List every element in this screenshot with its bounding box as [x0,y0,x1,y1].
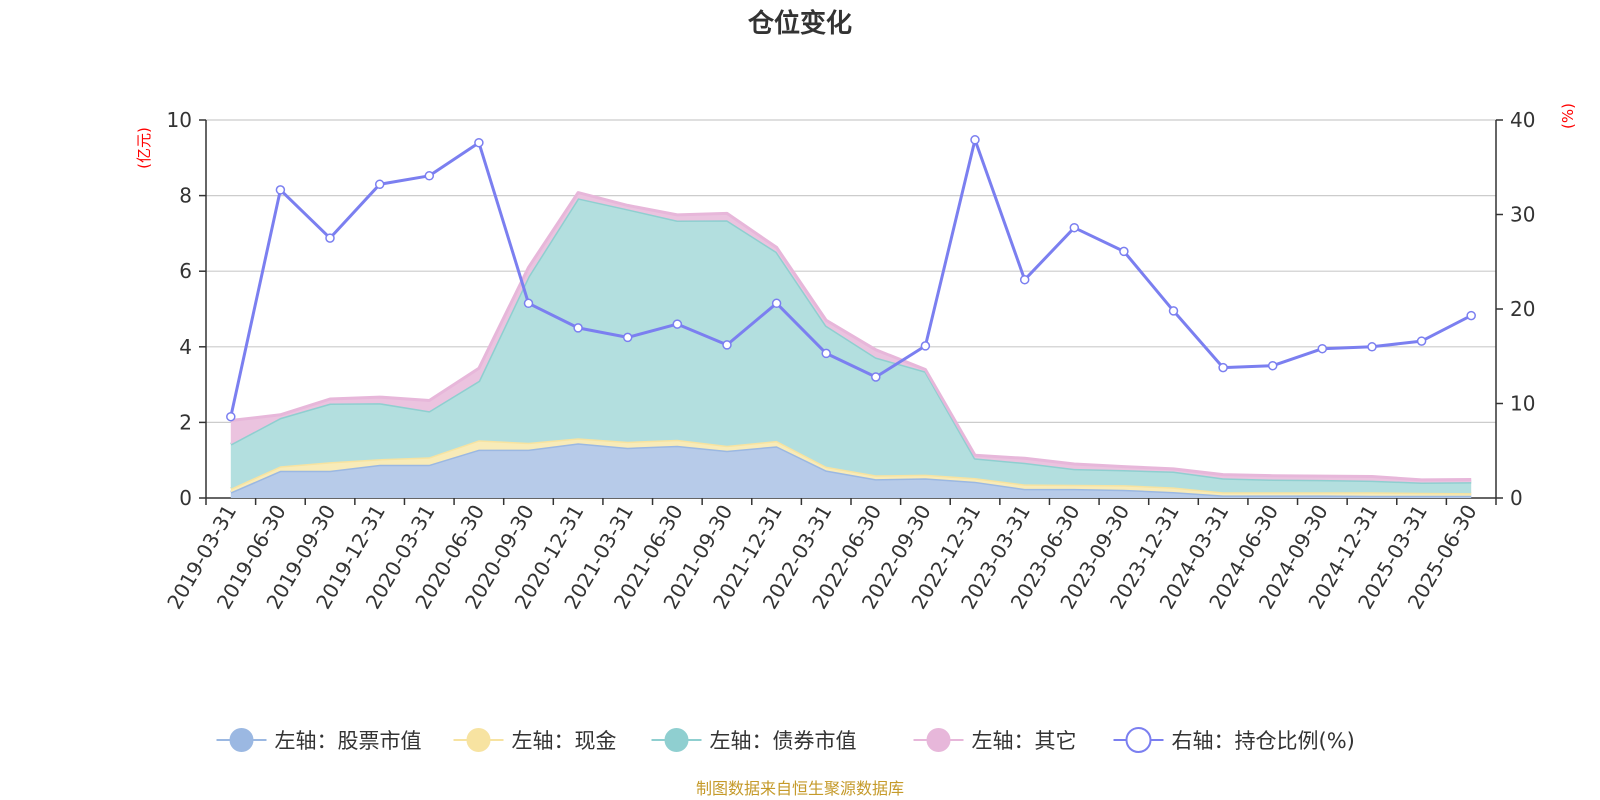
left-tick-label: 8 [179,184,192,208]
legend-item[interactable]: 左轴：其它 [913,728,1077,753]
ratio-point[interactable] [1069,222,1080,233]
left-tick-label: 4 [179,335,192,359]
legend-label: 左轴：现金 [512,729,617,753]
ratio-point[interactable] [374,179,385,190]
area-左轴：其它 [230,192,1472,483]
ratio-point[interactable] [771,298,782,309]
stacked-areas [230,191,1472,498]
left-tick-label: 0 [179,486,192,510]
ratio-point[interactable] [722,340,732,350]
left-tick-label: 6 [179,259,192,283]
right-tick-label: 20 [1510,297,1535,321]
ratio-line-path [229,138,1472,418]
ratio-point[interactable] [1466,310,1476,321]
ratio-point[interactable] [622,332,633,343]
ratio-point[interactable] [672,319,683,329]
legend-marker-icon [466,728,491,752]
ratio-point[interactable] [1019,274,1030,285]
right-tick-label: 40 [1510,108,1535,132]
right-axis-unit: (%) [1559,103,1577,129]
legend-marker-icon [926,728,951,752]
ratio-point[interactable] [871,372,881,382]
ratio-point[interactable] [970,135,980,145]
ratio-point[interactable] [424,171,435,181]
legend-item[interactable]: 左轴：股票市值 [216,728,422,753]
area-edge-左轴：其它 [230,191,1472,482]
legend-marker-icon [229,728,254,752]
right-tick-label: 30 [1510,203,1535,227]
ratio-point[interactable] [1218,362,1228,373]
ratio-point[interactable] [920,341,931,351]
ratio-point[interactable] [474,137,484,148]
ratio-point[interactable] [325,233,335,243]
legend-label: 左轴：其它 [972,729,1077,753]
ratio-point[interactable] [1119,246,1129,257]
right-tick-label: 10 [1510,392,1535,416]
area-左轴：股票市值 [230,443,1472,498]
ratio-point[interactable] [1367,342,1377,352]
area-左轴：债券市值 [230,198,1472,494]
legend[interactable]: 左轴：股票市值 左轴：现金 左轴：债券市值 左轴：其它 右轴：持仓比例(%) [216,727,1355,753]
right-tick-label: 0 [1510,486,1523,510]
left-tick-label: 2 [179,410,192,434]
legend-label: 左轴：股票市值 [275,729,422,753]
legend-item[interactable]: 右轴：持仓比例(%) [1113,727,1355,753]
ratio-point[interactable] [1168,306,1179,316]
ratio-point[interactable] [1267,360,1278,371]
ratio-point[interactable] [573,323,583,333]
legend-item[interactable]: 左轴：债券市值 [651,728,857,753]
legend-marker-icon [1125,727,1152,753]
ratio-point[interactable] [275,185,286,195]
legend-marker-icon [664,728,689,752]
chart-title: 仓位变化 [747,8,852,39]
ratio-point[interactable] [821,348,831,359]
legend-label: 左轴：债券市值 [710,729,857,753]
ratio-point[interactable] [1317,343,1328,354]
ratio-point[interactable] [1416,336,1427,346]
legend-label: 右轴：持仓比例(%) [1172,729,1355,753]
left-axis-unit: (亿元) [135,127,153,169]
ratio-point[interactable] [226,411,236,422]
ratio-point[interactable] [523,298,534,309]
data-source-note: 制图数据来自恒生聚源数据库 [696,779,904,798]
ratio-line [226,135,1476,422]
legend-item[interactable]: 左轴：现金 [453,728,617,753]
left-tick-label: 10 [167,108,192,132]
